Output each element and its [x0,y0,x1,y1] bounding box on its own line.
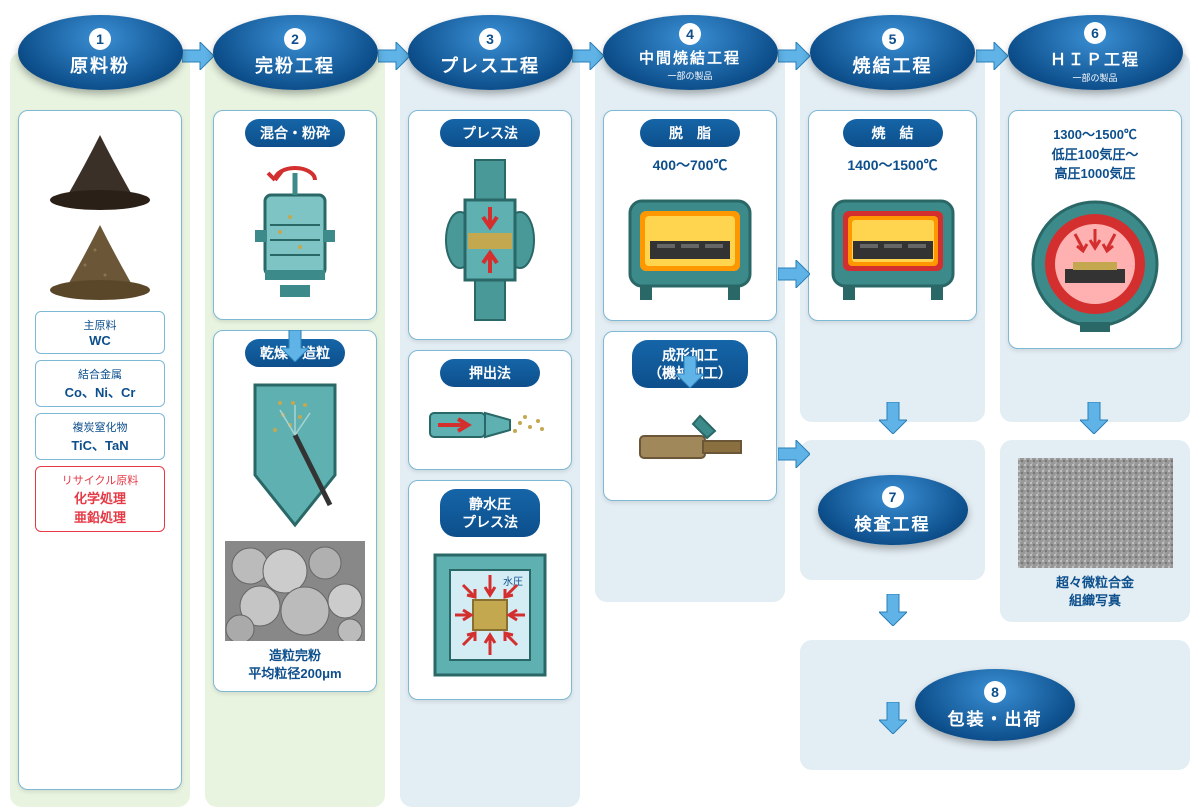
step-sub: 一部の製品 [667,69,712,82]
extrusion-illustration [417,395,563,455]
machining-illustration [612,396,768,486]
isostatic-label: 静水圧 プレス法 [440,489,540,537]
flow-arrow-down [879,594,907,626]
step-6-header: 6 ＨＩＰ工程 一部の製品 [1008,15,1183,90]
material-box: リサイクル原料化学処理 亜鉛処理 [35,466,165,532]
step-num: 1 [89,28,111,50]
degreasing-card: 脱 脂 400〜700℃ [603,110,777,321]
step-title: 完粉工程 [255,52,335,78]
flow-arrow-right [182,42,214,70]
step-num: 5 [882,28,904,50]
degreasing-temp: 400〜700℃ [612,155,768,176]
furnace2-illustration [817,186,968,306]
sintering-label: 焼 結 [843,119,943,147]
flow-arrow-down [281,330,309,362]
extrusion-card: 押出法 [408,350,572,470]
sintering-temp: 1400〜1500℃ [817,155,968,176]
step-2-header: 2 完粉工程 [213,15,378,90]
microstructure-caption: 超々微粒合金 組織写真 [1012,574,1178,610]
isostatic-card: 静水圧 プレス法 水圧 [408,480,572,700]
furnace1-illustration [612,186,768,306]
step-title: 検査工程 [855,510,931,535]
microstructure-panel: 超々微粒合金 組織写真 [1000,440,1190,622]
col-2: 2 完粉工程 混合・粉砕 [205,15,385,807]
step-title: 焼結工程 [853,52,933,78]
step-7-panel: 7 検査工程 [800,440,985,580]
step-1-header: 1 原料粉 [18,15,183,90]
press-label: プレス法 [440,119,540,147]
material-box: 主原料WC [35,311,165,354]
mixing-card: 混合・粉砕 [213,110,377,320]
flow-arrow-right [378,42,410,70]
material-box: 複炭窒化物TiC、TaN [35,413,165,460]
drying-card: 乾燥・造粒 造粒完粉 平均粒径200μm [213,330,377,692]
flow-arrow-down [1080,402,1108,434]
step-title: ＨＩＰ工程 [1050,46,1140,70]
flow-arrow-right [976,42,1008,70]
mixer-illustration [222,155,368,305]
flow-arrow-right [778,42,810,70]
hip-conditions: 1300〜1500℃低圧100気圧〜高圧1000気圧 [1017,125,1173,184]
hip-illustration [1017,194,1173,334]
step-num: 4 [679,23,701,45]
step-num: 2 [284,28,306,50]
col-3: 3 プレス工程 プレス法 押出法 [400,15,580,807]
mixing-label: 混合・粉砕 [245,119,345,147]
step-num: 3 [479,28,501,50]
granule-caption: 造粒完粉 平均粒径200μm [222,647,368,683]
flow-arrow-down [879,402,907,434]
step-4-header: 4 中間焼結工程 一部の製品 [603,15,778,90]
sintering-card: 焼 結 1400〜1500℃ [808,110,977,321]
press-card: プレス法 [408,110,572,340]
flow-arrow-down [676,356,704,388]
step-num: 8 [984,681,1006,703]
water-pressure-text: 水圧 [503,576,523,588]
raw-powder-card: 主原料WC 結合金属Co、Ni、Cr 複炭窒化物TiC、TaN リサイクル原料化学処理… [18,110,182,790]
material-box: 結合金属Co、Ni、Cr [35,360,165,407]
col-4: 4 中間焼結工程 一部の製品 脱 脂 400〜700℃ 成形加工 （機械加工） [595,15,785,602]
flow-arrow-down [879,702,907,734]
flow-arrow-right [572,42,604,70]
step-sub: 一部の製品 [1072,71,1117,84]
step-num: 7 [882,486,904,508]
col-1: 1 原料粉 主原料WC 結合金属Co、Ni、Cr 複炭窒化物TiC、TaN リサイクル… [10,15,190,807]
step-title: 中間焼結工程 [639,47,741,68]
hip-card: 1300〜1500℃低圧100気圧〜高圧1000気圧 [1008,110,1182,349]
isostatic-illustration: 水圧 [417,545,563,685]
flow-arrow-right [778,440,810,468]
extrusion-label: 押出法 [440,359,540,387]
step-3-header: 3 プレス工程 [408,15,573,90]
step-7-header: 7 検査工程 [818,475,968,545]
step-title: 原料粉 [70,52,130,78]
spray-dryer-illustration [222,375,368,535]
step-title: 包装・出荷 [948,705,1043,730]
flow-arrow-right [778,260,810,288]
col-5: 5 焼結工程 焼 結 1400〜1500℃ [800,15,985,422]
step-8-panel: 8 包装・出荷 [800,640,1190,770]
step-5-header: 5 焼結工程 [810,15,975,90]
press-illustration [417,155,563,325]
microstructure-photo [1012,458,1178,568]
granule-photo [222,541,368,641]
step-num: 6 [1084,22,1106,44]
step-title: プレス工程 [440,52,540,78]
col-6: 6 ＨＩＰ工程 一部の製品 1300〜1500℃低圧100気圧〜高圧1000気圧 [1000,15,1190,422]
powder-illustration [27,125,173,305]
step-8-header: 8 包装・出荷 [915,669,1075,741]
degreasing-label: 脱 脂 [640,119,740,147]
